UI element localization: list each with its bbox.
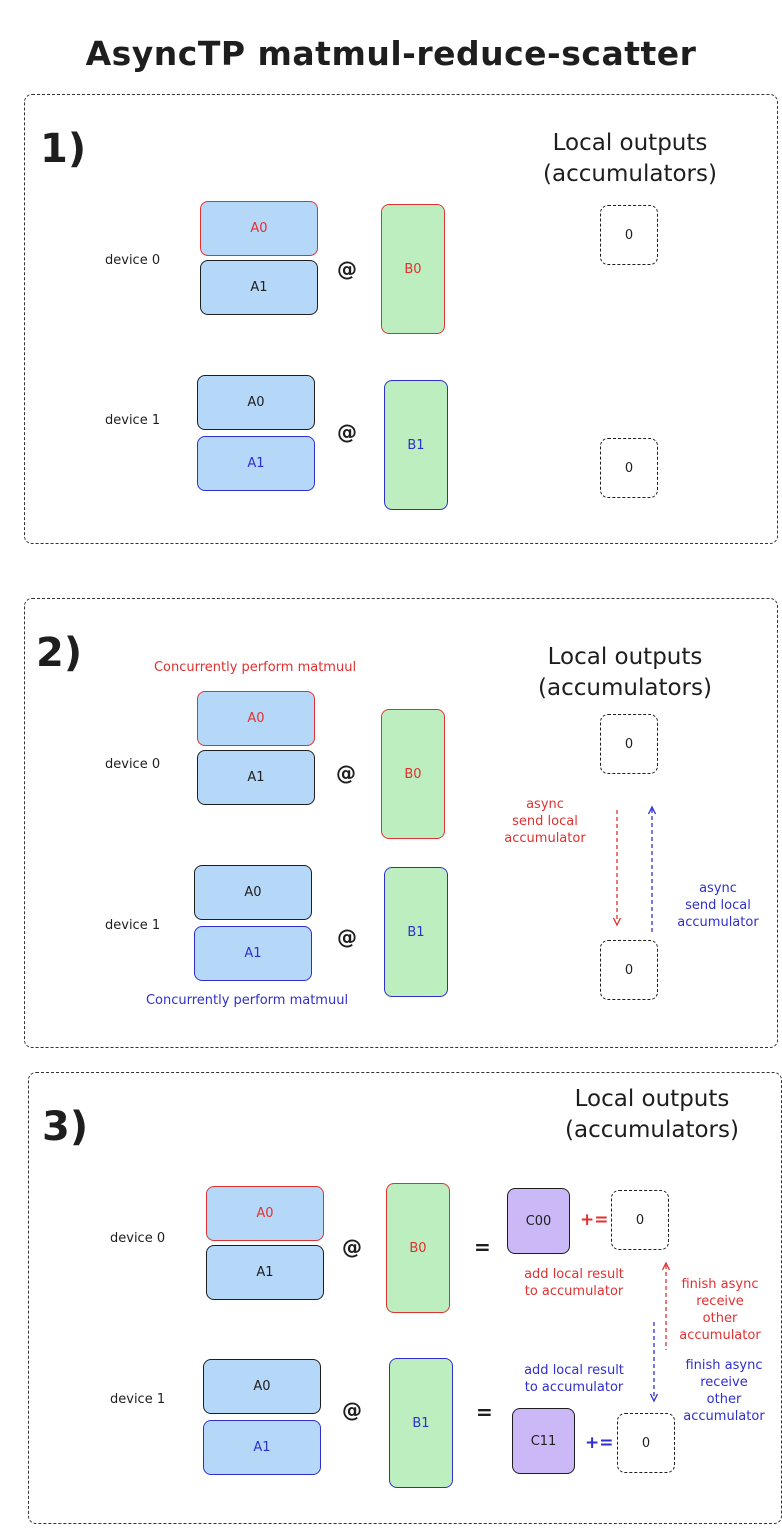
matrix-a0-block: A0 — [197, 691, 315, 746]
equals-operator: = — [474, 1235, 491, 1259]
matrix-b0-block: B0 — [386, 1183, 450, 1313]
header-line-1: Local outputs — [574, 1086, 730, 1112]
receive-arrow-down — [649, 1322, 659, 1403]
matrix-a1-block: A1 — [206, 1245, 324, 1300]
matrix-a0-block: A0 — [200, 201, 318, 256]
concurrent-matmul-note-device-1: Concurrently perform matmuul — [145, 993, 349, 1008]
matrix-a1-block: A1 — [194, 926, 312, 981]
local-outputs-header-1: Local outputs (accumulators) — [520, 128, 740, 190]
accumulator-device-1: 0 — [600, 940, 658, 1000]
matrix-a1-block: A1 — [197, 750, 315, 805]
device-1-label: device 1 — [105, 918, 161, 933]
note-line: accumulator — [683, 1409, 765, 1424]
matrix-a0-block: A0 — [203, 1359, 321, 1414]
note-line: receive — [700, 1375, 748, 1390]
note-line: async — [699, 881, 737, 896]
matmul-operator: @ — [337, 420, 357, 444]
accumulator-device-0: 0 — [600, 714, 658, 774]
accumulate-operator: += — [580, 1210, 609, 1230]
note-line: other — [706, 1392, 742, 1407]
header-line-1: Local outputs — [552, 130, 708, 156]
note-line: send local — [512, 814, 578, 829]
add-local-result-note-device-1: add local result to accumulator — [508, 1362, 640, 1396]
send-arrow-up — [647, 805, 657, 934]
device-1-label: device 1 — [105, 413, 161, 428]
matrix-b1-block: B1 — [384, 867, 448, 997]
finish-async-note-device-1: finish async receive other accumulator — [676, 1357, 772, 1425]
header-line-1: Local outputs — [547, 644, 703, 670]
matrix-a0-block: A0 — [194, 865, 312, 920]
matrix-b0-block: B0 — [381, 709, 445, 839]
matrix-a1-block: A1 — [197, 436, 315, 491]
matrix-a0-block: A0 — [206, 1186, 324, 1241]
note-line: add local result — [524, 1267, 624, 1282]
matrix-a0-block: A0 — [197, 375, 315, 430]
note-line: add local result — [524, 1363, 624, 1378]
header-line-2: (accumulators) — [538, 675, 712, 701]
matrix-a1-block: A1 — [203, 1420, 321, 1475]
async-send-note-right: async send local accumulator — [668, 880, 768, 931]
device-0-label: device 0 — [105, 757, 161, 772]
matmul-operator: @ — [336, 761, 356, 785]
note-line: accumulator — [677, 915, 759, 930]
matmul-operator: @ — [337, 925, 357, 949]
matmul-operator: @ — [342, 1235, 362, 1259]
matmul-operator: @ — [337, 257, 357, 281]
matmul-operator: @ — [342, 1398, 362, 1422]
step-3-label: 3) — [42, 1104, 89, 1150]
panel-step-1 — [24, 94, 778, 544]
local-outputs-header-3: Local outputs (accumulators) — [542, 1084, 762, 1146]
note-line: finish async — [681, 1277, 759, 1292]
header-line-2: (accumulators) — [543, 161, 717, 187]
matrix-a1-block: A1 — [200, 260, 318, 315]
device-0-label: device 0 — [110, 1231, 166, 1246]
accumulate-operator: += — [585, 1433, 614, 1453]
equals-operator: = — [476, 1400, 493, 1424]
accumulator-device-1: 0 — [600, 438, 658, 498]
note-line: async — [526, 797, 564, 812]
panel-step-2 — [24, 598, 778, 1048]
note-line: other — [702, 1311, 738, 1326]
local-outputs-header-2: Local outputs (accumulators) — [515, 642, 735, 704]
local-result-c00-block: C00 — [507, 1188, 570, 1254]
note-line: send local — [685, 898, 751, 913]
finish-async-note-device-0: finish async receive other accumulator — [672, 1276, 768, 1344]
note-line: accumulator — [504, 831, 586, 846]
note-line: to accumulator — [524, 1380, 624, 1395]
note-line: to accumulator — [524, 1284, 624, 1299]
note-line: finish async — [685, 1358, 763, 1373]
matrix-b1-block: B1 — [384, 380, 448, 510]
accumulator-device-1: 0 — [617, 1413, 675, 1473]
step-1-label: 1) — [40, 126, 87, 172]
send-arrow-down — [612, 810, 622, 927]
local-result-c11-block: C11 — [512, 1408, 575, 1474]
device-0-label: device 0 — [105, 253, 161, 268]
device-1-label: device 1 — [110, 1392, 166, 1407]
accumulator-device-0: 0 — [600, 205, 658, 265]
matrix-b0-block: B0 — [381, 204, 445, 334]
add-local-result-note-device-0: add local result to accumulator — [508, 1266, 640, 1300]
receive-arrow-up — [661, 1261, 671, 1350]
diagram-title: AsyncTP matmul-reduce-scatter — [85, 34, 697, 73]
concurrent-matmul-note-device-0: Concurrently perform matmuul — [153, 660, 357, 675]
note-line: receive — [696, 1294, 744, 1309]
note-line: accumulator — [679, 1328, 761, 1343]
async-send-note-left: async send local accumulator — [495, 796, 595, 847]
step-2-label: 2) — [36, 630, 83, 676]
accumulator-device-0: 0 — [611, 1190, 669, 1250]
header-line-2: (accumulators) — [565, 1117, 739, 1143]
matrix-b1-block: B1 — [389, 1358, 453, 1488]
